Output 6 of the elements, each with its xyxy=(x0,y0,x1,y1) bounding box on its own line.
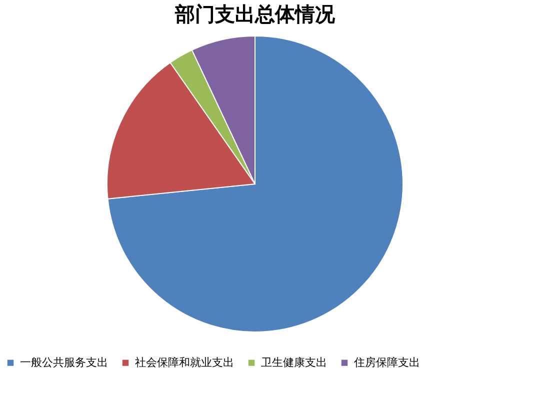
legend-label: 社会保障和就业支出 xyxy=(135,356,234,369)
chart-title: 部门支出总体情况 xyxy=(174,2,336,26)
legend-label: 一般公共服务支出 xyxy=(20,356,108,369)
legend-label: 住房保障支出 xyxy=(354,356,420,369)
legend-label: 卫生健康支出 xyxy=(261,356,327,369)
pie-slice xyxy=(107,36,404,332)
